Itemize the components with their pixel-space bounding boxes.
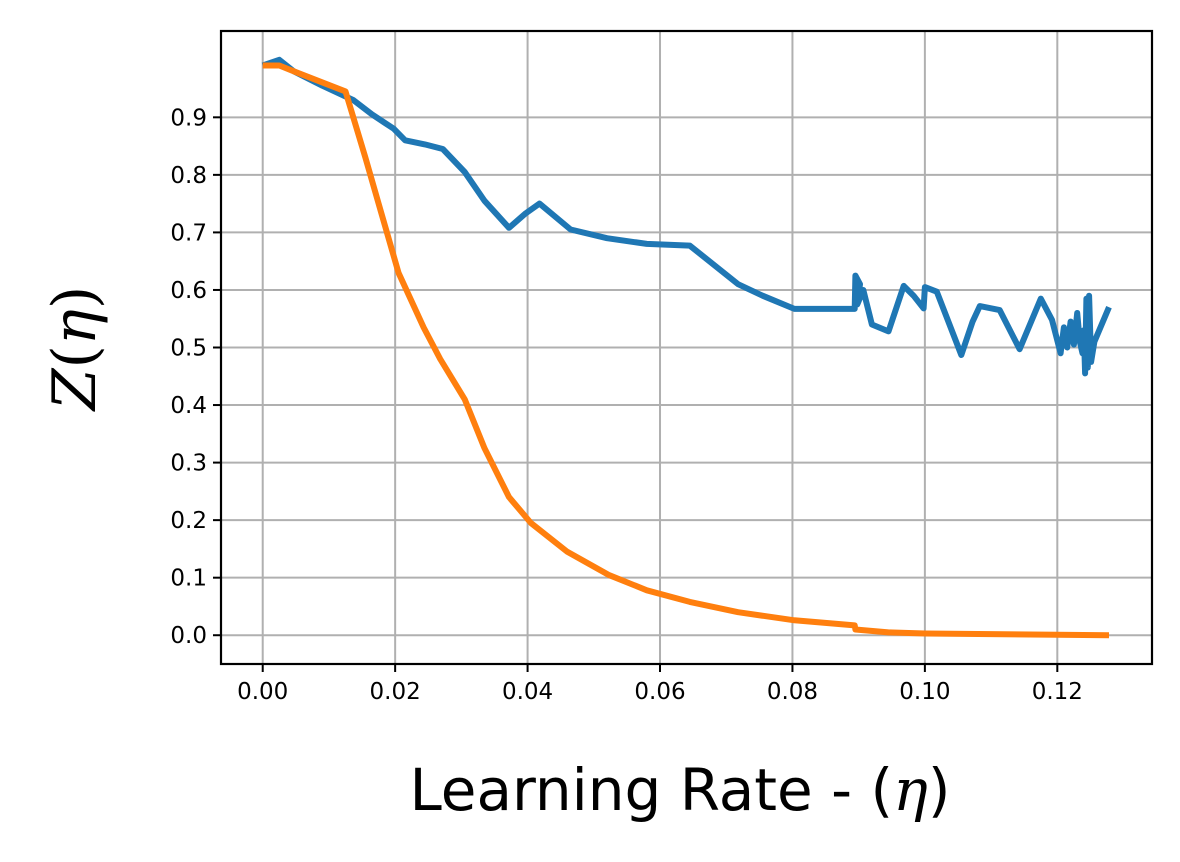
series-line-2 xyxy=(262,62,1110,639)
y-tick-label: 0.0 xyxy=(170,623,207,649)
x-tick-label: 0.06 xyxy=(634,679,685,705)
x-axis-label-close: ) xyxy=(928,756,951,824)
y-axis-label: Z(η) xyxy=(40,286,110,413)
y-tick-label: 0.2 xyxy=(170,508,207,534)
y-axis-label-open: ( xyxy=(40,345,110,368)
x-tick-label: 0.10 xyxy=(899,679,950,705)
x-axis-label: Learning Rate - (η) xyxy=(409,756,950,824)
grid xyxy=(221,31,1152,664)
series-layer xyxy=(261,56,1112,639)
y-tick-label: 0.8 xyxy=(170,163,207,189)
y-tick-label: 0.1 xyxy=(170,566,207,592)
x-tick-label: 0.02 xyxy=(370,679,421,705)
x-tick-label: 0.12 xyxy=(1032,679,1083,705)
y-axis-label-close: ) xyxy=(40,286,110,309)
x-tick-label: 0.04 xyxy=(502,679,553,705)
y-tick-label: 0.5 xyxy=(170,336,207,362)
y-axis-label-symbol: η xyxy=(40,309,110,345)
y-tick-label: 0.9 xyxy=(170,105,207,131)
x-axis-label-text: Learning Rate - ( xyxy=(409,756,893,824)
y-tick-label: 0.6 xyxy=(170,278,207,304)
x-tick-label: 0.08 xyxy=(767,679,818,705)
y-tick-label: 0.3 xyxy=(170,451,207,477)
x-axis-label-symbol: η xyxy=(893,756,928,824)
y-axis-label-script: Z xyxy=(40,367,110,412)
series-line-1 xyxy=(261,56,1112,377)
y-tick-label: 0.7 xyxy=(170,220,207,246)
ticks: 0.00 0.02 0.04 0.06 0.08 0.10 0.12 0.0 0.1 0.2 0.3… xyxy=(170,105,1082,705)
y-tick-label: 0.4 xyxy=(170,393,207,419)
x-tick-label: 0.00 xyxy=(237,679,288,705)
